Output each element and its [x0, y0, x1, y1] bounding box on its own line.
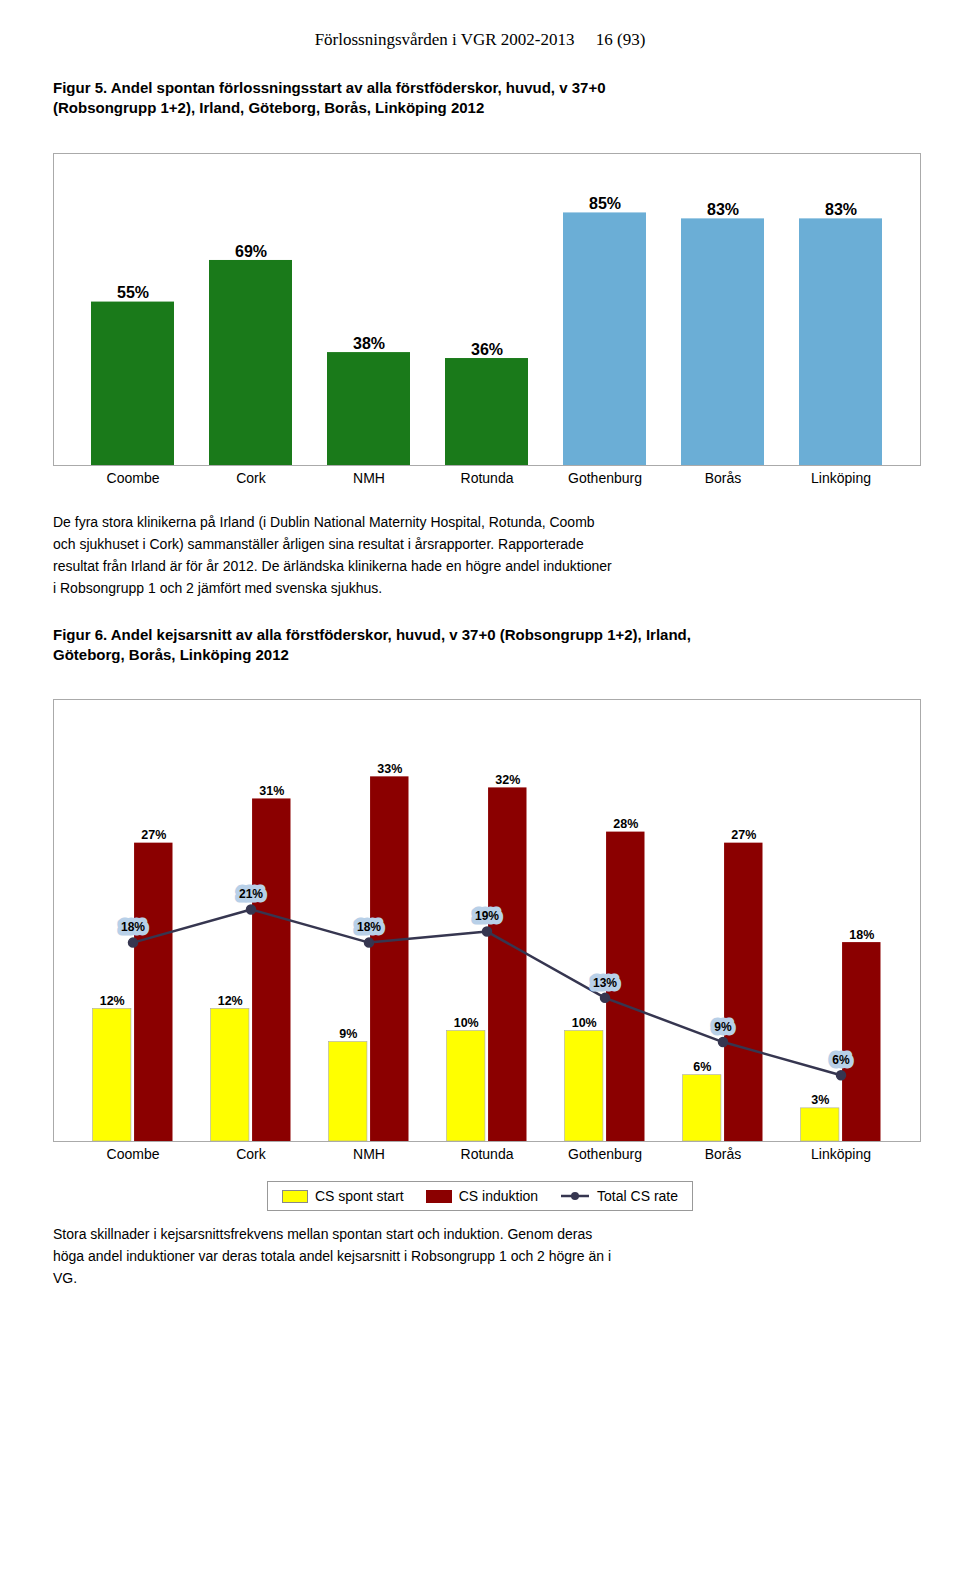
svg-text:Borås: Borås: [705, 470, 742, 486]
html-text:De fyra stora klinikerna på Ir: De fyra stora klinikerna på Irland (i Du…: [53, 513, 595, 530]
svg-text:Linköping: Linköping: [811, 1146, 871, 1162]
html-text:i Robsongrupp 1 och 2 jämfört: i Robsongrupp 1 och 2 jämfört med svensk…: [53, 579, 383, 596]
svg-text:9%: 9%: [714, 1020, 732, 1034]
svg-text:Cork: Cork: [236, 470, 267, 486]
svg-text:3%: 3%: [811, 1093, 829, 1107]
svg-text:Rotunda: Rotunda: [461, 1146, 514, 1162]
svg-text:31%: 31%: [259, 784, 284, 798]
html-text:Total CS rate: Total CS rate: [597, 1188, 678, 1204]
svg-text:Gothenburg: Gothenburg: [568, 1146, 642, 1162]
svg-text:NMH: NMH: [353, 470, 385, 486]
svg-text:36%: 36%: [471, 340, 503, 357]
html-text:Stora skillnader i kejsarsnitt: Stora skillnader i kejsarsnittsfrekvens …: [53, 1226, 593, 1242]
svg-text:10%: 10%: [572, 1016, 597, 1030]
svg-text:Gothenburg: Gothenburg: [568, 470, 642, 486]
html-text:VG.: VG.: [53, 1270, 78, 1286]
svg-text:85%: 85%: [589, 195, 621, 212]
svg-text:Coombe: Coombe: [107, 1146, 160, 1162]
svg-text:32%: 32%: [495, 773, 520, 787]
svg-text:18%: 18%: [121, 920, 145, 934]
svg-text:12%: 12%: [218, 994, 243, 1008]
svg-text:83%: 83%: [707, 200, 739, 217]
svg-text:83%: 83%: [825, 200, 857, 217]
svg-text:Rotunda: Rotunda: [461, 470, 514, 486]
html-text:Förlossningsvården i VGR 2002-: Förlossningsvården i VGR 2002-2013 16 (9…: [314, 30, 646, 49]
html-text:CS induktion: CS induktion: [458, 1188, 539, 1204]
svg-text:Cork: Cork: [236, 1146, 267, 1162]
svg-text:18%: 18%: [849, 928, 874, 942]
svg-text:NMH: NMH: [353, 1146, 385, 1162]
svg-text:19%: 19%: [475, 909, 499, 923]
html-text:och sjukhuset i Cork) sammanst: och sjukhuset i Cork) sammanställer årli…: [53, 535, 584, 552]
svg-text:13%: 13%: [593, 976, 617, 990]
svg-text:33%: 33%: [377, 762, 402, 776]
svg-text:10%: 10%: [454, 1016, 479, 1030]
svg-text:69%: 69%: [235, 242, 267, 259]
html-text:resultat från Irland är för år: resultat från Irland är för år 2012. De …: [53, 557, 612, 574]
html-text:Figur 5. Andel spontan förloss: Figur 5. Andel spontan förlossningsstart…: [53, 79, 606, 117]
html-text:Figur 6. Andel kejsarsnitt av: Figur 6. Andel kejsarsnitt av alla först…: [53, 625, 691, 663]
svg-text:6%: 6%: [832, 1053, 850, 1067]
svg-text:18%: 18%: [357, 920, 381, 934]
svg-text:Borås: Borås: [705, 1146, 742, 1162]
svg-text:12%: 12%: [100, 994, 125, 1008]
html-text:höga andel induktioner var der: höga andel induktioner var deras totala …: [53, 1248, 611, 1264]
svg-text:Coombe: Coombe: [107, 470, 160, 486]
svg-text:21%: 21%: [239, 887, 263, 901]
svg-text:28%: 28%: [613, 817, 638, 831]
svg-text:6%: 6%: [693, 1060, 711, 1074]
svg-text:27%: 27%: [141, 828, 166, 842]
svg-text:55%: 55%: [117, 284, 149, 301]
svg-text:38%: 38%: [353, 334, 385, 351]
svg-text:9%: 9%: [339, 1027, 357, 1041]
svg-text:Linköping: Linköping: [811, 470, 871, 486]
svg-text:27%: 27%: [731, 828, 756, 842]
html-text:CS spont start: CS spont start: [315, 1188, 404, 1204]
